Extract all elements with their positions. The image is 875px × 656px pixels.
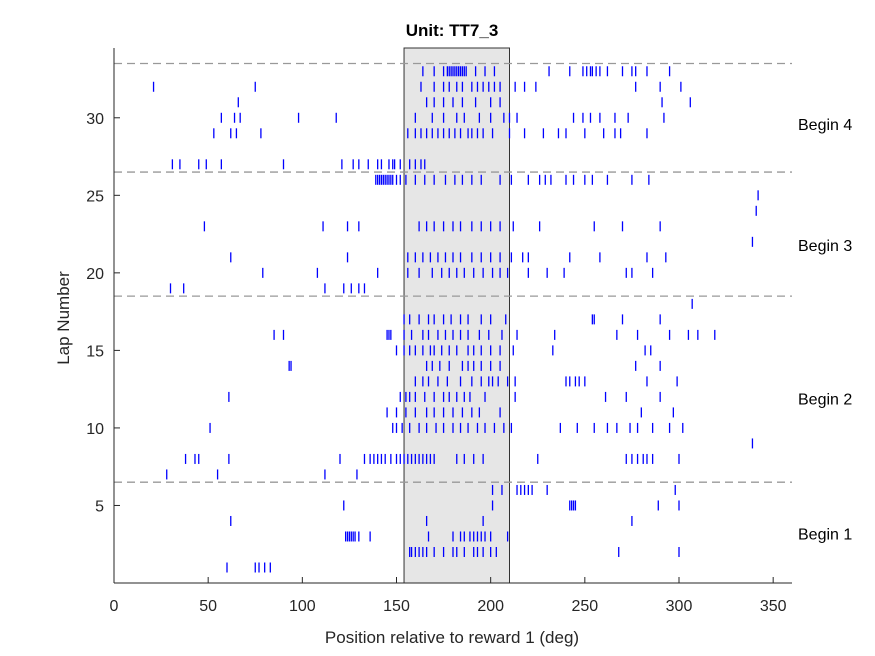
block-label: Begin 2 <box>798 391 852 408</box>
x-tick-label: 350 <box>760 598 787 615</box>
x-tick-label: 200 <box>477 598 504 615</box>
chart-title: Unit: TT7_3 <box>406 21 499 40</box>
y-tick-label: 30 <box>86 111 104 128</box>
block-label: Begin 4 <box>798 117 852 134</box>
y-tick-label: 15 <box>86 343 104 360</box>
y-tick-label: 25 <box>86 188 104 205</box>
x-tick-label: 100 <box>289 598 316 615</box>
x-tick-label: 300 <box>666 598 693 615</box>
x-tick-label: 250 <box>571 598 598 615</box>
x-tick-label: 50 <box>199 598 217 615</box>
block-label: Begin 1 <box>798 526 852 543</box>
x-tick-label: 150 <box>383 598 410 615</box>
x-tick-label: 0 <box>110 598 119 615</box>
y-tick-label: 20 <box>86 266 104 283</box>
y-tick-label: 5 <box>95 498 104 515</box>
y-tick-label: 10 <box>86 421 104 438</box>
x-axis-label: Position relative to reward 1 (deg) <box>325 628 579 647</box>
block-label: Begin 3 <box>798 238 852 255</box>
y-axis-label: Lap Number <box>54 271 73 365</box>
reward-zone <box>403 47 510 584</box>
